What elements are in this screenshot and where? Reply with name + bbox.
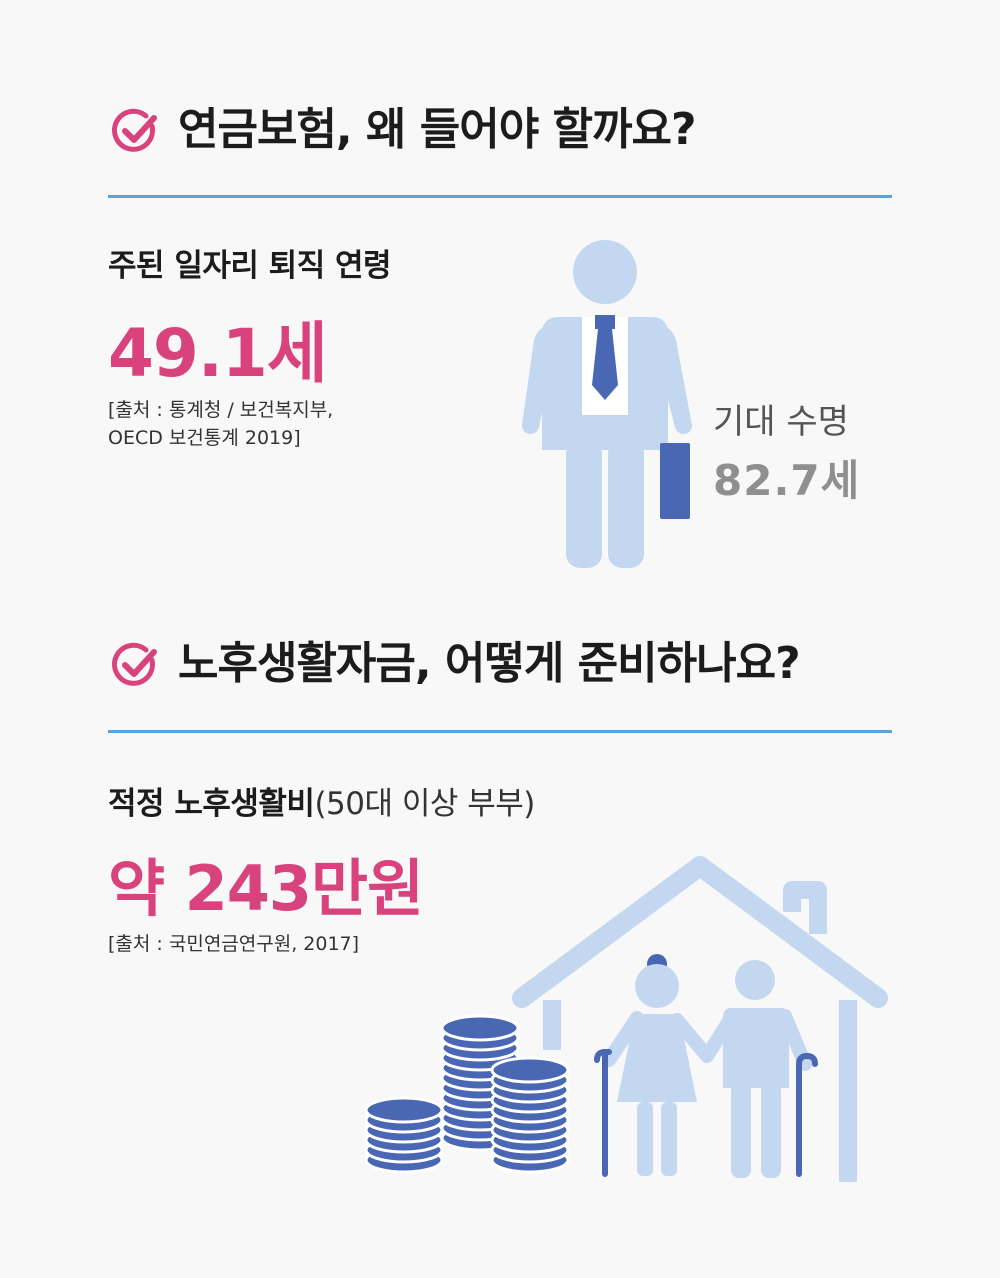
section1-heading: 연금보험, 왜 들어야 할까요? <box>178 104 696 155</box>
house-icon <box>510 850 895 1185</box>
coin-stack-icon <box>360 1010 575 1175</box>
life-expectancy-label: 기대 수명 <box>713 402 849 442</box>
living-cost-title-qualifier: (50대 이상 부부) <box>314 786 535 822</box>
source-note-1: [출처 : 통계청 / 보건복지부, OECD 보건통계 2019] <box>108 396 333 452</box>
source-note-2: [출처 : 국민연금연구원, 2017] <box>108 933 360 955</box>
living-cost-value: 약 243만원 <box>108 852 424 925</box>
retirement-age-title: 주된 일자리 퇴직 연령 <box>108 248 392 284</box>
life-expectancy-value: 82.7세 <box>713 456 861 505</box>
living-cost-title-main: 적정 노후생활비 <box>108 786 315 822</box>
check-circle-icon <box>108 638 164 698</box>
elderly-couple-icon <box>585 952 825 1184</box>
source-note-1-line2: OECD 보건통계 2019] <box>108 427 301 449</box>
section2-divider <box>108 730 892 733</box>
source-note-1-line1: [출처 : 통계청 / 보건복지부, <box>108 399 334 421</box>
section1-divider <box>108 195 892 198</box>
check-circle-icon <box>108 104 164 164</box>
section2-heading: 노후생활자금, 어떻게 준비하나요? <box>178 638 801 689</box>
retirement-age-value: 49.1세 <box>108 315 328 392</box>
living-cost-title: 적정 노후생활비(50대 이상 부부) <box>108 778 535 823</box>
businessman-icon <box>520 235 700 570</box>
